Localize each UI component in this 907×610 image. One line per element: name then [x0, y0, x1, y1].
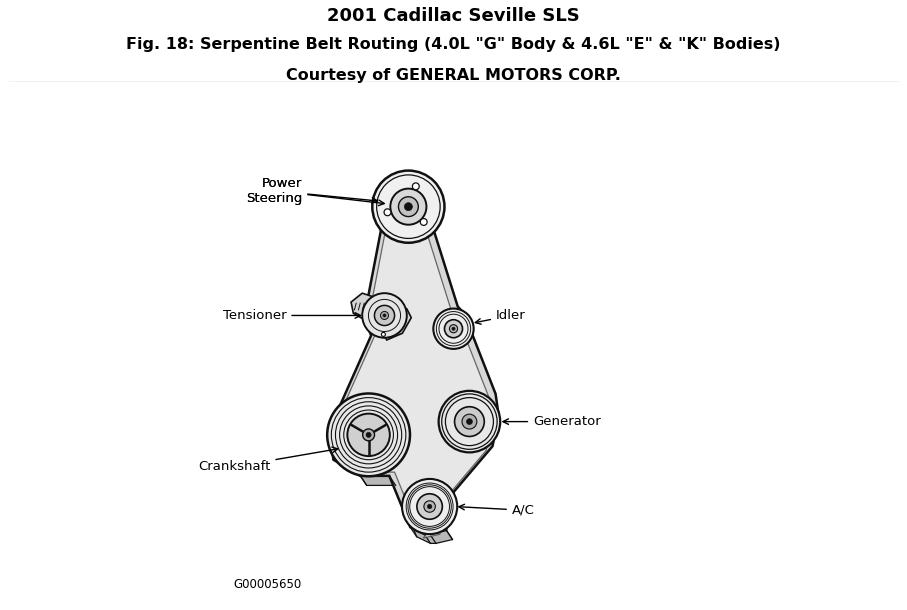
Circle shape [327, 393, 410, 476]
Circle shape [366, 432, 371, 437]
Text: Idler: Idler [475, 309, 526, 324]
Text: Crankshaft: Crankshaft [198, 447, 337, 473]
Circle shape [405, 203, 413, 210]
Circle shape [444, 320, 463, 338]
Circle shape [362, 293, 407, 338]
Circle shape [381, 332, 385, 336]
Circle shape [380, 312, 388, 320]
Circle shape [390, 188, 426, 224]
Polygon shape [360, 476, 453, 544]
Circle shape [439, 391, 500, 453]
Polygon shape [329, 174, 499, 534]
Text: Fig. 18: Serpentine Belt Routing (4.0L "G" Body & 4.6L "E" & "K" Bodies): Fig. 18: Serpentine Belt Routing (4.0L "… [126, 37, 781, 52]
Circle shape [427, 504, 432, 509]
Circle shape [384, 209, 391, 216]
Circle shape [347, 414, 390, 456]
Text: G00005650: G00005650 [233, 578, 301, 591]
Circle shape [398, 197, 418, 217]
Text: Power
Steering: Power Steering [246, 177, 385, 206]
Polygon shape [351, 293, 411, 340]
Circle shape [452, 327, 455, 331]
Circle shape [434, 309, 473, 349]
Circle shape [372, 171, 444, 243]
Circle shape [462, 414, 477, 429]
Circle shape [420, 218, 427, 226]
Circle shape [466, 418, 473, 425]
Circle shape [383, 314, 386, 317]
Text: Generator: Generator [503, 415, 600, 428]
Text: Power
Steering: Power Steering [246, 177, 377, 205]
Text: 2001 Cadillac Seville SLS: 2001 Cadillac Seville SLS [327, 7, 580, 24]
Circle shape [450, 325, 457, 333]
Circle shape [402, 479, 457, 534]
Circle shape [413, 183, 419, 190]
Text: Tensioner: Tensioner [223, 309, 361, 322]
Circle shape [424, 501, 435, 512]
Circle shape [454, 407, 484, 437]
Polygon shape [335, 172, 493, 538]
Circle shape [375, 306, 395, 326]
Text: Courtesy of GENERAL MOTORS CORP.: Courtesy of GENERAL MOTORS CORP. [286, 68, 621, 82]
Circle shape [363, 429, 375, 441]
Text: A/C: A/C [459, 504, 535, 517]
Circle shape [417, 493, 443, 519]
